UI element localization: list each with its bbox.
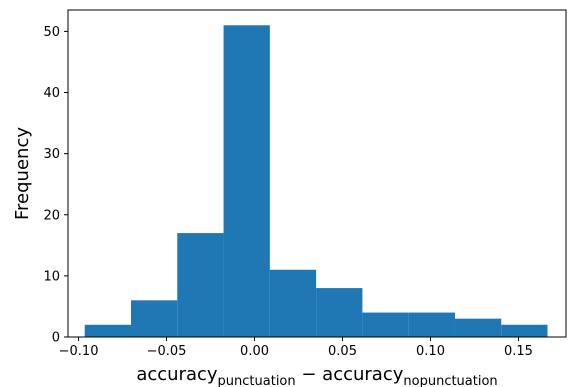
histogram-bar-4 (223, 25, 270, 338)
y-tick-label: 10 (43, 269, 60, 284)
x-tick-label: 0.15 (504, 344, 533, 359)
x-tick-label: 0.00 (240, 344, 269, 359)
y-axis: 0 10 20 30 40 50 (43, 25, 68, 346)
plot-frame (67, 9, 567, 338)
histogram-bar-10 (501, 324, 548, 337)
y-tick-label: 30 (43, 147, 60, 162)
y-tick-label: 20 (43, 208, 60, 223)
x-tick-label: −0.10 (59, 344, 99, 359)
histogram-bar-3 (177, 233, 224, 337)
histogram-bar-9 (454, 318, 502, 337)
histogram-bar-7 (362, 312, 409, 337)
histogram-bar-6 (316, 288, 363, 337)
y-tick-label: 40 (43, 86, 60, 101)
histogram-bar-1 (84, 324, 131, 337)
x-axis: −0.10 −0.05 0.00 0.05 0.10 0.15 (59, 337, 533, 359)
bars-group (84, 25, 548, 338)
histogram-bar-5 (269, 269, 317, 337)
y-axis-label: Frequency (12, 127, 33, 220)
x-label-operator: − (296, 364, 323, 385)
x-tick-label: −0.05 (147, 344, 187, 359)
histogram-bar-8 (408, 312, 455, 337)
y-tick-label: 0 (52, 331, 60, 346)
x-tick-label: 0.10 (416, 344, 445, 359)
histogram-bar-2 (131, 300, 178, 337)
x-axis-label: accuracypunctuation − accuracynopunctuat… (136, 364, 497, 387)
x-tick-label: 0.05 (328, 344, 357, 359)
x-label-sub-a: punctuation (218, 374, 296, 387)
x-label-main-a: accuracy (136, 364, 218, 385)
x-label-main-b: accuracy (322, 364, 404, 385)
x-label-sub-b: nopunctuation (403, 374, 497, 387)
y-tick-label: 50 (43, 25, 60, 40)
